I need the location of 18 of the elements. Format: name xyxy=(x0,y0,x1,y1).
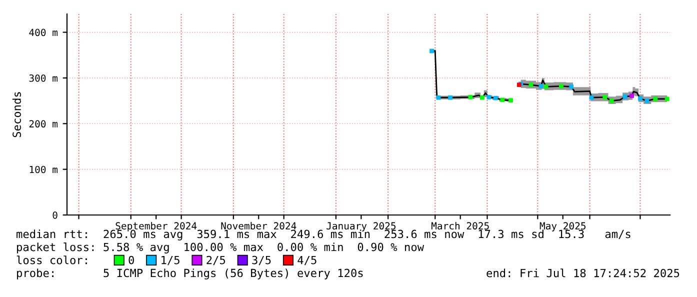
y-tick-label: 100 m xyxy=(30,166,58,174)
y-tick-label: 300 m xyxy=(29,74,58,82)
legend-title: loss color: xyxy=(16,256,87,264)
y-axis-title: Seconds xyxy=(12,92,21,138)
y-tick-label: 200 m xyxy=(29,120,58,128)
x-tick-label: November 2024 xyxy=(221,222,296,230)
x-tick-label: September 2024 xyxy=(116,222,197,232)
legend-label: 1/5 xyxy=(162,256,180,266)
legend-label: 3/5 xyxy=(252,256,271,266)
y-tick-label: 0 xyxy=(52,212,58,219)
text: probe: 5 ICMP Echo Pings (56 Bytes) every 120s xyxy=(17,268,363,280)
legend-label: 2/5 xyxy=(206,256,226,266)
legend-label: 4/5 xyxy=(298,256,316,266)
legend-label: 0 xyxy=(128,256,134,264)
y-tick-label: 400 m xyxy=(29,28,58,36)
x-tick-label: March 2025 xyxy=(431,222,489,230)
text: packet loss: 5.58 % avg 100.00 % max 0.00 % min 0.90 % now xyxy=(17,242,424,254)
text: end: Fri Jul 18 17:24:52 2025 xyxy=(486,268,680,278)
